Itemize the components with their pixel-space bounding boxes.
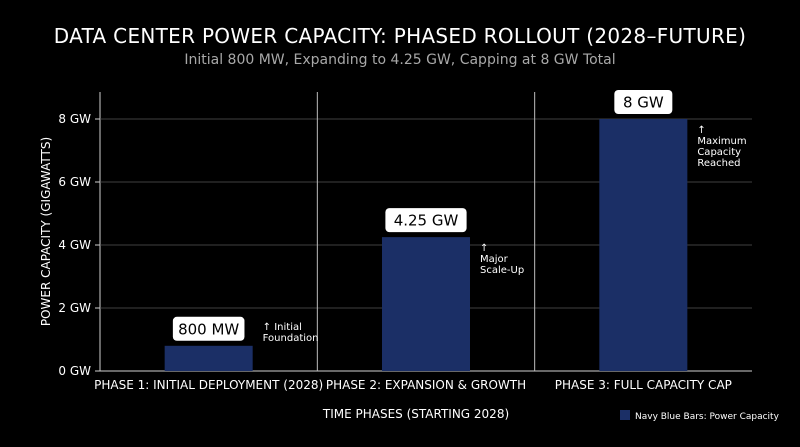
data-label-layer: 800 MW 4.25 GW 8 GW: [172, 90, 673, 341]
annotation-line: Capacity: [697, 147, 741, 158]
y-tick-label: 0 GW: [58, 364, 91, 378]
annotation-line: Major: [480, 254, 509, 265]
tick-layer: 0 GW 2 GW 4 GW 6 GW 8 GW: [58, 112, 100, 378]
x-tick-label: PHASE 2: EXPANSION & GROWTH: [326, 378, 526, 392]
annotation-line: ↑ Initial: [263, 322, 302, 333]
annotation-line: Foundation: [263, 333, 319, 344]
x-tick-label: PHASE 3: FULL CAPACITY CAP: [555, 378, 732, 392]
data-label-box: [614, 90, 673, 114]
separator-layer: [316, 92, 536, 371]
annotation-line: Scale-Up: [480, 265, 524, 276]
bar: [164, 345, 253, 371]
data-label: 8 GW: [623, 94, 664, 112]
bar-layer: [164, 119, 688, 371]
x-axis-title: TIME PHASES (STARTING 2028): [322, 407, 509, 421]
y-axis-title: POWER CAPACITY (GIGAWATTS): [39, 137, 53, 326]
data-label: 4.25 GW: [394, 212, 459, 230]
y-tick-label: 8 GW: [58, 112, 91, 126]
y-tick-label: 6 GW: [58, 175, 91, 189]
bar: [382, 237, 470, 371]
data-label-box: [172, 316, 245, 341]
chart-title: DATA CENTER POWER CAPACITY: PHASED ROLLO…: [53, 24, 747, 48]
legend-swatch: [620, 410, 630, 420]
category-layer: PHASE 1: INITIAL DEPLOYMENT (2028) PHASE …: [94, 378, 732, 392]
annotation-line: ↑: [697, 125, 705, 136]
data-label-box: [385, 208, 467, 233]
legend: Navy Blue Bars: Power Capacity: [620, 410, 780, 422]
legend-label: Navy Blue Bars: Power Capacity: [635, 412, 780, 422]
annotation-line: Maximum: [697, 136, 746, 147]
y-tick-label: 4 GW: [58, 238, 91, 252]
y-tick-label: 2 GW: [58, 301, 91, 315]
bar: [599, 119, 688, 371]
annotation-line: ↑: [480, 243, 488, 254]
x-tick-label: PHASE 1: INITIAL DEPLOYMENT (2028): [94, 378, 323, 392]
annotation-line: Reached: [697, 158, 740, 169]
data-label: 800 MW: [178, 320, 239, 338]
chart-subtitle: Initial 800 MW, Expanding to 4.25 GW, Ca…: [184, 52, 616, 68]
annotation-layer: ↑ InitialFoundation↑MajorScale-Up↑Maximu…: [263, 125, 747, 344]
